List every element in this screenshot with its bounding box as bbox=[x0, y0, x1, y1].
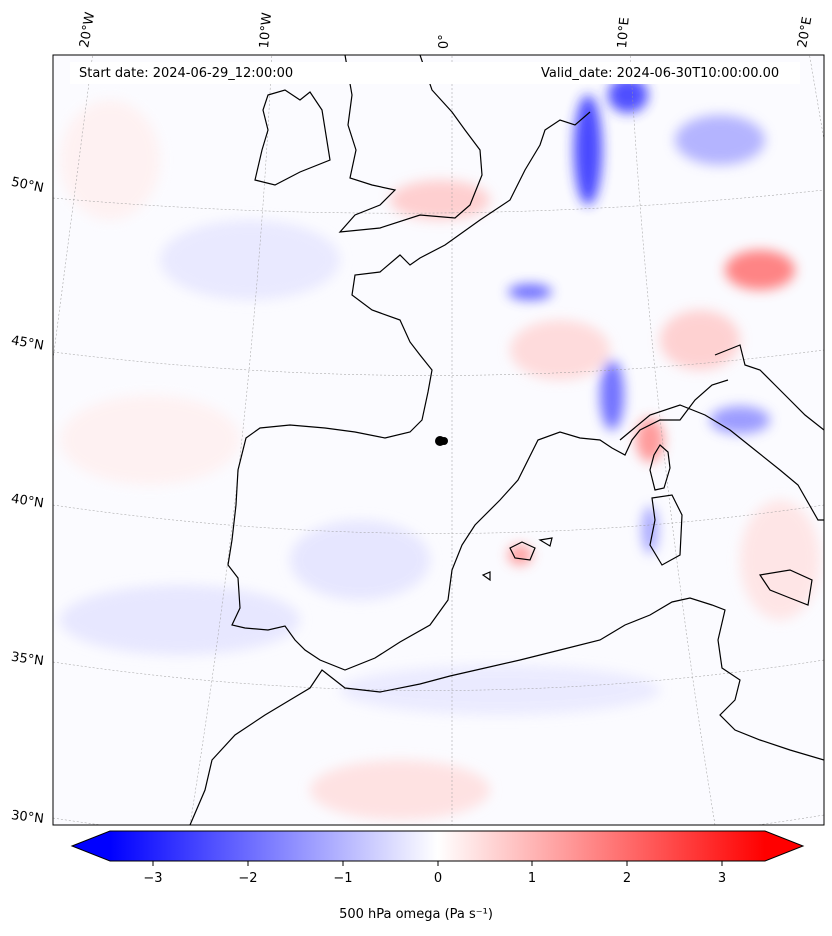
omega-blob bbox=[60, 100, 160, 220]
coast-menorca bbox=[538, 537, 553, 547]
coast-north-europe bbox=[227, 111, 729, 671]
colorbar-tick-label: −3 bbox=[143, 871, 163, 886]
coastlines bbox=[189, 55, 824, 825]
omega-blob bbox=[574, 95, 602, 205]
omega-blob bbox=[675, 115, 765, 165]
omega-blob bbox=[510, 320, 610, 380]
colorbar-tick-label: 0 bbox=[433, 871, 443, 886]
coast-mallorca bbox=[509, 541, 536, 561]
omega-field bbox=[53, 55, 824, 825]
omega-blob bbox=[310, 760, 490, 820]
lon-label-10e: 10°E bbox=[615, 16, 633, 50]
omega-blob bbox=[340, 665, 660, 715]
colorbar-extend-high bbox=[765, 831, 803, 861]
colorbar-extend-low bbox=[72, 831, 110, 861]
header-band bbox=[70, 62, 800, 84]
coast-ireland bbox=[254, 89, 331, 186]
colorbar-body bbox=[110, 831, 765, 861]
coast-ibiza bbox=[481, 571, 491, 582]
omega-blob bbox=[508, 545, 532, 565]
start-date-label: Start date: 2024-06-29_12:00:00 bbox=[79, 66, 294, 81]
omega-blob bbox=[740, 500, 820, 620]
omega-blob bbox=[160, 220, 340, 300]
coast-sardinia bbox=[649, 494, 683, 566]
colorbar-tick-label: 3 bbox=[717, 871, 727, 886]
coast-italy bbox=[619, 404, 824, 521]
map-gridlines bbox=[53, 55, 824, 825]
omega-blob bbox=[508, 284, 552, 300]
lon-label-10w: 10°W bbox=[257, 11, 276, 49]
coast-north-africa bbox=[189, 597, 824, 825]
omega-blob bbox=[725, 250, 795, 290]
colorbar-tick-label: −2 bbox=[238, 871, 258, 886]
omega-blob bbox=[290, 520, 430, 600]
omega-blob bbox=[390, 180, 490, 220]
colorbar bbox=[70, 830, 805, 866]
colorbar-tick-label: 2 bbox=[622, 871, 632, 886]
omega-blob bbox=[642, 506, 658, 554]
omega-blob bbox=[60, 395, 240, 485]
colorbar-tick-label: −1 bbox=[333, 871, 353, 886]
location-marker-secondary bbox=[440, 437, 448, 445]
omega-blob bbox=[60, 585, 300, 655]
colorbar-tick-label: 1 bbox=[527, 871, 537, 886]
omega-blob bbox=[660, 310, 740, 370]
coast-britain bbox=[338, 55, 483, 233]
omega-blob bbox=[600, 360, 624, 430]
map-frame bbox=[52, 54, 825, 826]
colorbar-label: 500 hPa omega (Pa s⁻¹) bbox=[339, 907, 493, 922]
coast-corsica bbox=[649, 444, 671, 491]
colorbar-ticks bbox=[152, 861, 723, 866]
valid-date-label: Valid_date: 2024-06-30T10:00:00.00 bbox=[541, 66, 780, 81]
colorbar-outline bbox=[70, 830, 805, 862]
coast-sicily bbox=[758, 569, 813, 606]
coast-italy-east bbox=[714, 344, 824, 431]
omega-blob bbox=[608, 77, 648, 113]
omega-blob bbox=[710, 406, 770, 434]
lon-label-0: 0° bbox=[437, 34, 452, 49]
